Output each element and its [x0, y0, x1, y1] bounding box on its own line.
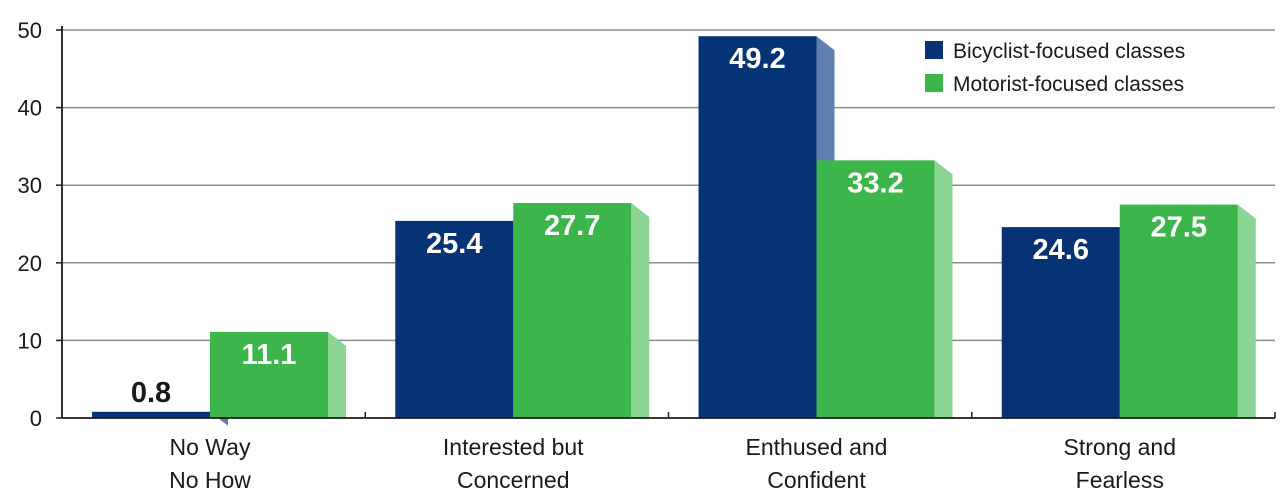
- legend-label-motorist: Motorist-focused classes: [953, 73, 1184, 96]
- legend-label-bicyclist: Bicyclist-focused classes: [953, 40, 1185, 63]
- x-tick-label: Strong and: [1063, 434, 1176, 460]
- bar-motorist: [816, 160, 935, 419]
- bar-bicyclist: [1001, 227, 1120, 418]
- x-tick-label: Interested but: [443, 434, 584, 460]
- bar-side-motorist: [1237, 204, 1256, 418]
- y-tick-label: 20: [18, 251, 42, 276]
- legend-swatch-motorist: [925, 74, 943, 92]
- data-label: 27.7: [544, 210, 600, 242]
- bar-motorist: [1119, 204, 1238, 418]
- data-label: 0.8: [131, 377, 171, 409]
- data-label: 27.5: [1151, 212, 1207, 244]
- axes: 0 10 20 30 40 50 No Way No How Interested but Con…: [18, 18, 1276, 493]
- data-label: 24.6: [1033, 234, 1089, 266]
- y-tick-label: 30: [18, 173, 42, 198]
- y-tick-label: 0: [30, 406, 42, 431]
- data-label: 25.4: [426, 228, 482, 260]
- data-label: 33.2: [847, 167, 903, 199]
- bar-bicyclist: [92, 411, 210, 418]
- bar-bicyclist: [395, 220, 514, 418]
- x-tick-label: No Way: [170, 434, 251, 460]
- y-tick-label: 10: [18, 328, 42, 353]
- legend-swatch-bicyclist: [925, 41, 943, 59]
- data-label: 11.1: [242, 339, 297, 371]
- bars: [92, 36, 1256, 426]
- x-tick-label: Enthused and: [746, 434, 888, 460]
- bar-bicyclist: [698, 36, 817, 418]
- x-tick-label: Confident: [767, 467, 866, 493]
- x-tick-label: Fearless: [1076, 467, 1164, 493]
- y-tick-label: 40: [18, 96, 42, 121]
- bar-motorist: [513, 203, 632, 418]
- bar-motorist: [210, 331, 328, 418]
- legend: Bicyclist-focused classes Motorist-focus…: [925, 40, 1185, 96]
- x-tick-label: No How: [169, 467, 251, 493]
- y-tick-label: 50: [18, 18, 42, 43]
- bar-side-motorist: [328, 331, 346, 418]
- data-labels: 0.8 11.1 25.4 27.7 49.2 33.2 24.6 27.5: [131, 43, 1207, 409]
- x-tick-label: Concerned: [457, 467, 570, 493]
- data-label: 49.2: [729, 43, 785, 75]
- bar-side-motorist: [934, 160, 953, 419]
- bar-side-motorist: [631, 203, 650, 418]
